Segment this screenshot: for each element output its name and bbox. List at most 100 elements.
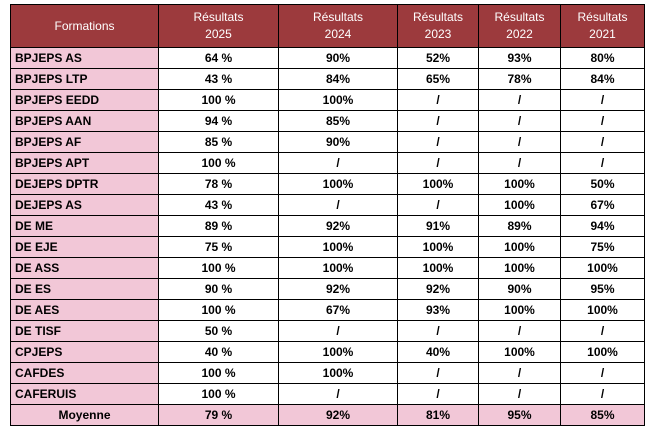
formation-cell: BPJEPS AAN <box>10 110 159 132</box>
result-cell: 67% <box>278 299 398 321</box>
result-cell: 100% <box>478 341 561 363</box>
result-cell: 100 % <box>158 89 279 111</box>
result-cell: 92% <box>278 215 398 237</box>
table-row: DE AES 100 % 67% 93% 100% 100% <box>10 299 645 321</box>
result-cell: 100% <box>478 194 561 216</box>
average-cell: 79 % <box>158 404 279 426</box>
formation-cell: DEJEPS AS <box>10 194 159 216</box>
formation-cell: CAFDES <box>10 362 159 384</box>
result-cell: 100% <box>560 257 645 279</box>
table-row: BPJEPS EEDD 100 % 100% / / / <box>10 89 645 111</box>
result-cell: / <box>397 383 479 405</box>
result-cell: 89% <box>478 215 561 237</box>
result-cell: / <box>478 131 561 153</box>
table-row: DEJEPS AS 43 % //100% 67% <box>10 194 645 216</box>
formation-cell: DE TISF <box>10 320 159 342</box>
result-cell: 85 % <box>158 131 279 153</box>
formation-cell: BPJEPS LTP <box>10 68 159 90</box>
formation-cell: DE ES <box>10 278 159 300</box>
result-cell: 93% <box>478 47 561 69</box>
result-cell: 100% <box>278 362 398 384</box>
table-row: DE TISF 50 % / / / / <box>10 320 645 342</box>
result-cell: 93% <box>397 299 479 321</box>
result-cell: / <box>560 362 645 384</box>
result-cell: 100% <box>397 173 479 195</box>
result-cell: 94% <box>560 215 645 237</box>
result-cell: 65% <box>397 68 479 90</box>
formation-cell: DEJEPS DPTR <box>10 173 159 195</box>
result-cell: 92% <box>278 278 398 300</box>
formation-cell: BPJEPS APT <box>10 152 159 174</box>
table-row: DEJEPS DPTR 78 % 100% 100% 100% 50% <box>10 173 645 195</box>
result-cell: / <box>397 362 479 384</box>
result-cell: 50 % <box>158 320 279 342</box>
average-cell: 92% <box>278 404 398 426</box>
result-cell: 80% <box>560 47 645 69</box>
result-cell: / <box>397 131 479 153</box>
result-cell: 100% <box>560 341 645 363</box>
result-cell: 100% <box>278 173 398 195</box>
result-cell: 100% <box>278 236 398 258</box>
result-cell: / <box>478 89 561 111</box>
result-cell: / <box>397 152 479 174</box>
table-row: DE ME 89 % 92% 91% 89% 94% <box>10 215 645 237</box>
formation-cell: CPJEPS <box>10 341 159 363</box>
result-cell: 40 % <box>158 341 279 363</box>
result-cell: 100% <box>478 236 561 258</box>
footer-row: Moyenne 79 % 92% 81% 95% 85% <box>10 404 645 426</box>
result-cell: / <box>278 152 398 174</box>
table-row: DE EJE 75 % 100% 100% 100% 75% <box>10 236 645 258</box>
formation-cell: BPJEPS AS <box>10 47 159 69</box>
result-cell: 94 % <box>158 110 279 132</box>
table-row: DE ASS 100 % 100% 100% 100% 100% <box>10 257 645 279</box>
header-cell: Résultats 2022 <box>478 4 561 48</box>
table-row: BPJEPS AAN 94 % 85% / / / <box>10 110 645 132</box>
result-cell: 64 % <box>158 47 279 69</box>
formation-cell: DE ASS <box>10 257 159 279</box>
result-cell: / <box>478 152 561 174</box>
result-cell: / <box>397 194 479 216</box>
formation-cell: DE EJE <box>10 236 159 258</box>
result-cell: / <box>478 110 561 132</box>
result-cell: 75 % <box>158 236 279 258</box>
header-row: Formations Résultats 2025 Résultats 2024 Ré… <box>10 4 645 48</box>
result-cell: 43 % <box>158 68 279 90</box>
formation-cell: CAFERUIS <box>10 383 159 405</box>
result-cell: 91% <box>397 215 479 237</box>
table-row: BPJEPS AF 85 % 90% / / / <box>10 131 645 153</box>
result-cell: 100 % <box>158 383 279 405</box>
result-cell: 52% <box>397 47 479 69</box>
result-cell: / <box>560 383 645 405</box>
header-cell: Résultats 2023 <box>397 4 479 48</box>
result-cell: 90% <box>278 131 398 153</box>
average-cell: 95% <box>478 404 561 426</box>
result-cell: 100% <box>397 236 479 258</box>
result-cell: 100 % <box>158 152 279 174</box>
result-cell: 100 % <box>158 299 279 321</box>
header-cell: Résultats 2025 <box>158 4 279 48</box>
result-cell: / <box>397 110 479 132</box>
result-cell: 90% <box>278 47 398 69</box>
result-cell: / <box>478 383 561 405</box>
result-cell: 92% <box>397 278 479 300</box>
result-cell: / <box>560 152 645 174</box>
footer-label: Moyenne <box>10 404 159 426</box>
result-cell: / <box>478 320 561 342</box>
table-row: CPJEPS 40 % 100% 40% 100% 100% <box>10 341 645 363</box>
result-cell: / <box>560 89 645 111</box>
formation-cell: DE AES <box>10 299 159 321</box>
result-cell: 100% <box>560 299 645 321</box>
table-row: DE ES 90 % 92% 92% 90% 95% <box>10 278 645 300</box>
result-cell: 75% <box>560 236 645 258</box>
result-cell: 100% <box>397 257 479 279</box>
result-cell: / <box>560 320 645 342</box>
result-cell: 100% <box>278 89 398 111</box>
table-row: BPJEPS AS 64 % 90% 52% 93% 80% <box>10 47 645 69</box>
result-cell: / <box>278 320 398 342</box>
result-cell: 90 % <box>158 278 279 300</box>
table-row: CAFDES 100 % 100% / / / <box>10 362 645 384</box>
result-cell: 85% <box>278 110 398 132</box>
formation-cell: BPJEPS AF <box>10 131 159 153</box>
result-cell: 100% <box>278 257 398 279</box>
